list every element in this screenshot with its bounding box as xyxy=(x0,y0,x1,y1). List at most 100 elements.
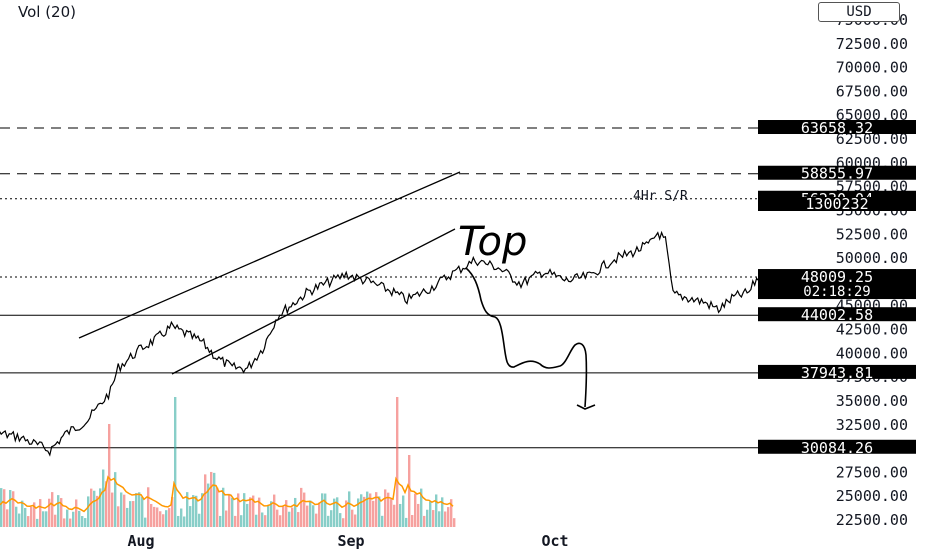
volume-bar xyxy=(27,516,30,527)
svg-text:1300232: 1300232 xyxy=(805,195,868,213)
y-tick-label: 50000.00 xyxy=(836,249,908,267)
channel-upper-line xyxy=(78,171,461,339)
volume-bar xyxy=(291,507,294,527)
volume-bar xyxy=(267,505,270,527)
volume-bar xyxy=(204,474,207,527)
volume-bar xyxy=(231,497,234,527)
volume-bar xyxy=(342,518,345,527)
volume-bar xyxy=(108,424,111,527)
volume-bar xyxy=(9,490,12,527)
volume-bar xyxy=(321,493,324,527)
volume-bar xyxy=(423,515,426,527)
volume-bar xyxy=(87,496,90,527)
volume-bar xyxy=(249,497,252,527)
price-badge-label: 30084.26 xyxy=(801,439,873,457)
volume-bar xyxy=(306,505,309,527)
ascending-channel xyxy=(78,171,461,375)
volume-bar xyxy=(201,493,204,527)
y-tick-label: 72500.00 xyxy=(836,35,908,53)
price-badge xyxy=(758,307,916,322)
volume-bar xyxy=(303,492,306,527)
volume-bar xyxy=(243,493,246,527)
volume-bar xyxy=(363,496,366,527)
price-badge xyxy=(758,120,916,135)
volume-bar xyxy=(420,488,423,527)
volume-bar xyxy=(75,499,78,527)
volume-bar xyxy=(369,493,372,527)
volume-bar xyxy=(429,501,432,527)
volume-bar xyxy=(264,515,267,527)
volume-bar xyxy=(309,500,312,527)
volume-bar xyxy=(60,498,63,527)
volume-bar xyxy=(129,501,132,527)
volume-bar xyxy=(192,495,195,527)
volume-bar xyxy=(150,503,153,527)
volume-bar xyxy=(312,505,315,527)
volume-bar xyxy=(315,513,318,527)
volume-bars xyxy=(0,397,456,527)
volume-moving-average-line xyxy=(0,475,454,513)
volume-bar xyxy=(384,489,387,527)
y-tick-label: 70000.00 xyxy=(836,59,908,77)
volume-bar xyxy=(93,490,96,527)
volume-bar xyxy=(45,511,48,527)
x-tick-label: Sep xyxy=(337,532,364,550)
volume-bar xyxy=(180,508,183,527)
price-badge-countdown: 02:18:29 xyxy=(803,284,870,300)
volume-bar xyxy=(141,497,144,527)
y-tick-label: 25000.00 xyxy=(836,487,908,505)
volume-bar xyxy=(276,509,279,527)
volume-bar xyxy=(228,493,231,527)
volume-bar xyxy=(189,506,192,527)
partial-price-label: 1300232 xyxy=(758,195,916,213)
volume-bar xyxy=(375,492,378,527)
volume-bar xyxy=(273,494,276,527)
volume-bar xyxy=(96,495,99,527)
volume-bar xyxy=(354,514,357,527)
volume-bar xyxy=(216,487,219,527)
time-axis[interactable]: Aug Sep Oct xyxy=(127,532,568,550)
volume-bar xyxy=(270,501,273,527)
volume-bar xyxy=(393,504,396,527)
volume-bar xyxy=(357,498,360,527)
y-tick-label: 67500.00 xyxy=(836,82,908,100)
x-tick-label: Oct xyxy=(541,532,568,550)
volume-bar xyxy=(168,508,171,527)
volume-bar xyxy=(183,516,186,527)
volume-bar xyxy=(219,515,222,527)
volume-bar xyxy=(222,487,225,527)
horizontal-levels xyxy=(0,127,760,449)
volume-bar xyxy=(135,493,138,527)
volume-bar xyxy=(15,506,18,527)
volume-bar xyxy=(57,495,60,527)
y-tick-label: 52500.00 xyxy=(836,225,908,243)
y-tick-label: 32500.00 xyxy=(836,416,908,434)
currency-selector[interactable]: USD xyxy=(818,2,900,22)
volume-bar xyxy=(66,509,69,527)
volume-bar xyxy=(339,513,342,527)
volume-bar xyxy=(48,498,51,527)
volume-bar xyxy=(39,499,42,527)
volume-bar xyxy=(36,518,39,527)
volume-bar xyxy=(336,497,339,527)
volume-bar xyxy=(114,472,117,527)
volume-bar xyxy=(318,502,321,527)
volume-bar xyxy=(390,499,393,527)
volume-bar xyxy=(207,483,210,527)
volume-bar xyxy=(147,487,150,527)
volume-bar xyxy=(144,517,147,527)
volume-bar xyxy=(411,515,414,527)
volume-bar xyxy=(132,501,135,527)
volume-bar xyxy=(54,514,57,527)
price-badge-label: 63658.32 xyxy=(801,119,873,137)
y-tick-label: 22500.00 xyxy=(836,511,908,529)
volume-bar xyxy=(453,518,456,527)
volume-bar xyxy=(126,507,129,527)
volume-bar xyxy=(111,492,114,527)
volume-bar xyxy=(234,515,237,527)
price-badge-label: 58855.97 xyxy=(801,165,873,183)
volume-bar xyxy=(327,515,330,527)
volume-bar xyxy=(279,515,282,527)
volume-bar xyxy=(360,494,363,527)
